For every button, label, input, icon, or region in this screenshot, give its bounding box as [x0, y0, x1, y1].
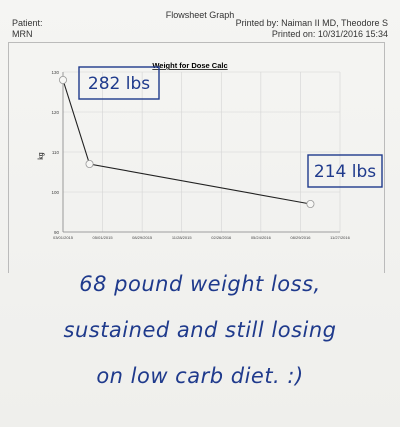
x-tick-label: 08/29/2015 — [132, 235, 153, 240]
data-point — [306, 199, 315, 208]
handwritten-line-3: on low carb diet. :) — [96, 364, 304, 388]
chart-title: Weight for Dose Calc — [152, 61, 227, 70]
x-tick-label: 11/27/2016 — [330, 235, 350, 240]
annotation-box — [78, 66, 160, 100]
annotation-label: 214 lbs — [314, 162, 376, 182]
x-tick-label: 02/26/2016 — [211, 235, 232, 240]
data-point — [85, 159, 94, 168]
flowsheet-title: Flowsheet Graph — [165, 10, 235, 20]
x-tick-label: 11/28/2015 — [172, 235, 192, 240]
y-tick-label: 120 — [51, 110, 59, 115]
series — [59, 76, 315, 208]
annotation-label: 282 lbs — [88, 74, 150, 94]
handwritten-line-1: 68 pound weight loss, — [79, 272, 321, 296]
grid — [62, 71, 341, 233]
annotation-box — [307, 154, 383, 188]
x-tick-label: 03/01/2015 — [53, 235, 74, 240]
y-tick-label: 100 — [51, 190, 59, 195]
mrn-label: MRN — [12, 29, 33, 39]
y-tick-label: 90 — [54, 230, 60, 235]
y-tick-label: 110 — [52, 150, 60, 155]
axes — [62, 72, 340, 233]
x-tick-label: 05/24/2016 — [251, 235, 272, 240]
data-point — [59, 76, 68, 85]
patient-label: Patient: — [12, 18, 43, 28]
x-tick-label: 08/29/2016 — [290, 235, 311, 240]
y-axis-label: kg — [38, 152, 45, 160]
annotations: 282 lbs 214 lbs — [78, 66, 383, 188]
y-tick-label: 130 — [51, 70, 59, 75]
weight-chart: Weight for Dose Calc kg 130 120 110 100 9003… — [38, 61, 383, 240]
handwritten-line-2: sustained and still losing — [63, 318, 337, 342]
printed-on: Printed on: 10/31/2016 15:34 — [271, 29, 388, 39]
chart-frame — [8, 42, 385, 273]
printed-by: Printed by: Naiman II MD, Theodore S — [235, 18, 388, 28]
x-tick-label: 05/01/2015 — [93, 235, 114, 240]
